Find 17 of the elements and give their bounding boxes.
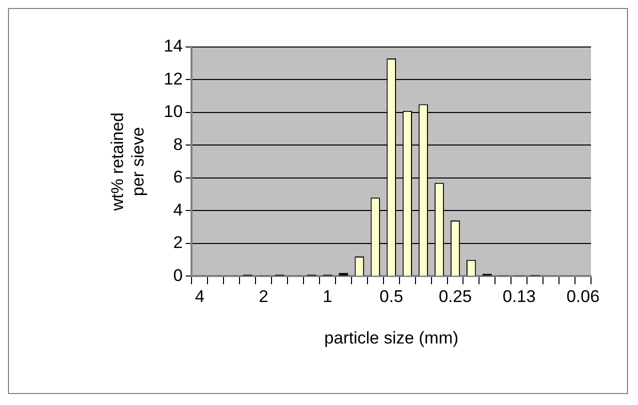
- x-tick-label: 2: [258, 287, 268, 306]
- y-tick-label: 8: [173, 134, 183, 154]
- x-axis-title: particle size (mm): [324, 328, 458, 348]
- y-tick-label: 4: [173, 200, 183, 220]
- y-tick-label: 10: [164, 102, 183, 122]
- x-tick-label: 4: [194, 287, 204, 306]
- x-tick-label: 0.13: [502, 287, 536, 306]
- y-axis-title: wt% retained per sieve: [108, 112, 148, 212]
- x-tick-label: 0.25: [438, 287, 472, 306]
- y-tick-label: 6: [173, 168, 183, 187]
- x-tick-label: 1: [322, 287, 332, 306]
- x-tick-label: 0.5: [380, 287, 404, 306]
- x-tick-label: 0.06: [566, 287, 600, 306]
- y-tick-label: 2: [173, 233, 183, 252]
- y-tick-label: 14: [164, 36, 183, 56]
- y-tick-label: 0: [173, 266, 183, 285]
- y-tick-label: 12: [164, 69, 183, 88]
